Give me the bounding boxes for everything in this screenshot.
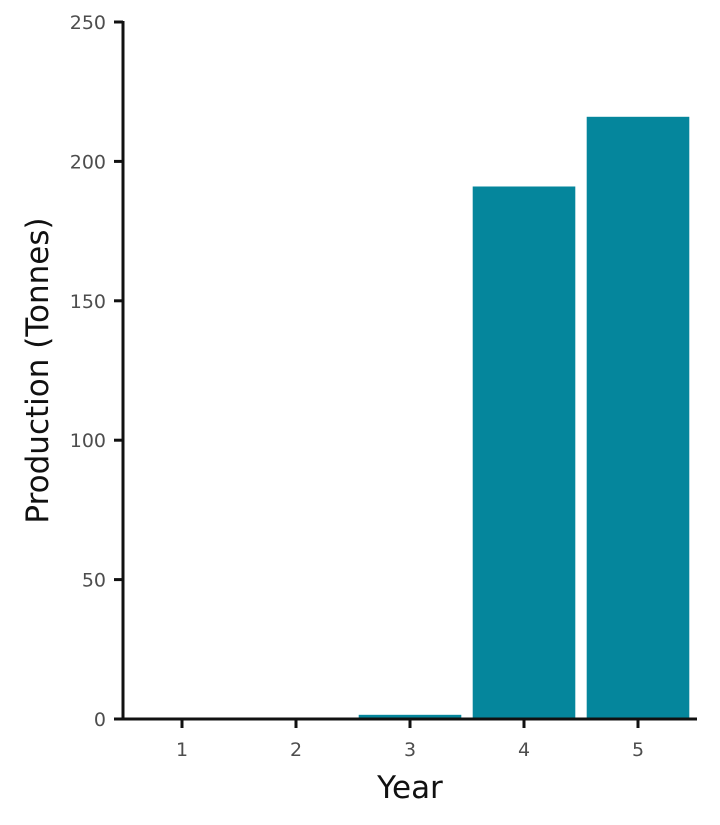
bars-group [358, 116, 690, 720]
bar-year-5 [586, 116, 690, 720]
x-tick-label: 2 [290, 739, 302, 761]
x-tick-label: 4 [518, 739, 530, 761]
y-tick-label: 100 [70, 430, 106, 452]
y-axis: 0 50 100 150 200 250 [70, 12, 125, 731]
y-tick-label: 50 [82, 570, 106, 592]
y-tick-label: 200 [70, 151, 106, 173]
bar-year-4 [472, 186, 576, 719]
y-tick-label: 150 [70, 291, 106, 313]
y-tick-label: 250 [70, 12, 106, 34]
x-tick-label: 3 [404, 739, 416, 761]
y-axis-title: Production (Tonnes) [20, 217, 56, 523]
x-tick-label: 1 [176, 739, 188, 761]
x-axis: 1 2 3 4 5 [121, 717, 697, 761]
x-axis-title: Year [376, 770, 443, 806]
x-tick-label: 5 [632, 739, 644, 761]
bar-year-3 [358, 714, 462, 719]
y-tick-label: 0 [94, 709, 106, 731]
